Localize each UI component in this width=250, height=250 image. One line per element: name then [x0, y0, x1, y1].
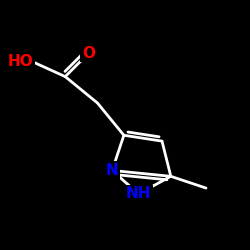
Text: N: N: [106, 163, 118, 178]
Text: NH: NH: [126, 186, 151, 202]
Text: HO: HO: [7, 54, 33, 70]
Text: O: O: [82, 46, 95, 61]
